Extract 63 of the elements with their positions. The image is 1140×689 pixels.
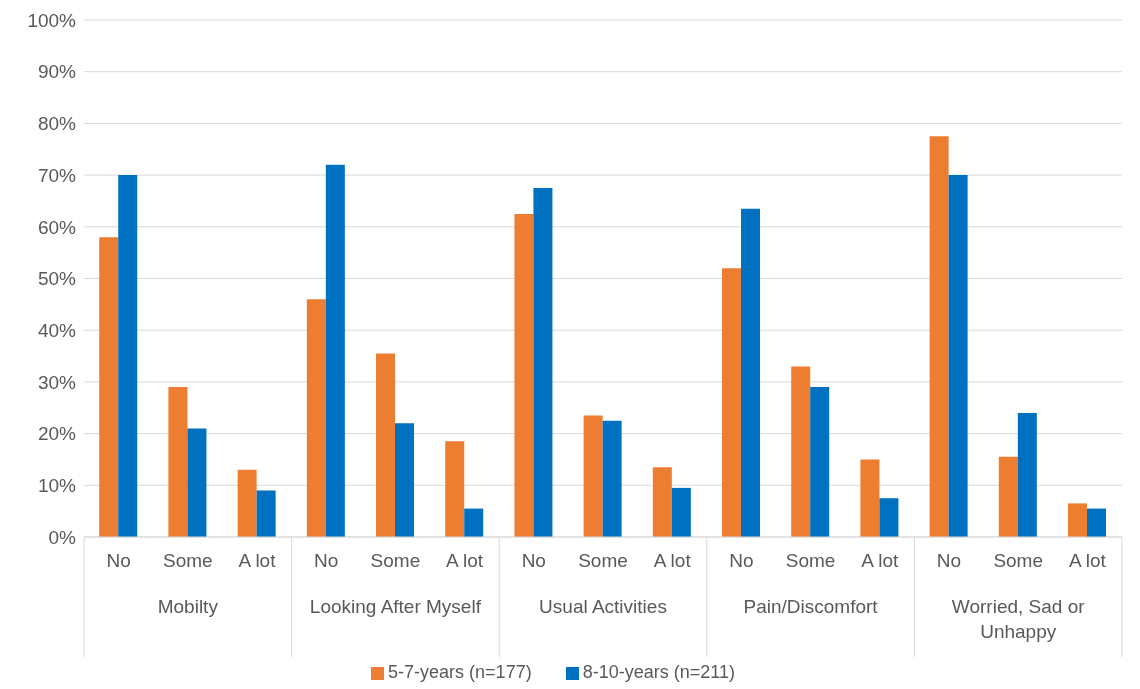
y-tick-label: 90%: [37, 61, 77, 83]
x-tick-label: Some: [162, 550, 213, 571]
x-tick-label: Some: [785, 550, 836, 571]
y-tick-label: 100%: [27, 9, 77, 31]
bar: [879, 498, 899, 537]
bar: [464, 508, 484, 537]
bar: [1087, 508, 1107, 537]
y-tick-label: 40%: [37, 319, 77, 341]
y-tick-label: 50%: [37, 268, 77, 290]
y-tick-label: 10%: [37, 475, 77, 497]
bar: [1017, 412, 1037, 537]
x-tick-label: No: [106, 550, 131, 571]
x-tick-label: No: [936, 550, 962, 571]
bar: [741, 208, 761, 537]
x-tick-label: A lot: [446, 550, 484, 571]
bar: [168, 387, 188, 537]
x-tick-label: A lot: [1068, 550, 1107, 571]
text: Pain/Discomfort: [743, 596, 879, 617]
x-tick-label: Some: [370, 550, 421, 571]
x-tick-label: A lot: [238, 550, 277, 571]
bar: [791, 366, 811, 537]
bar: [671, 487, 691, 537]
y-tick-label: 0%: [48, 526, 77, 548]
legend-label: 5-7-years (n=177): [388, 662, 532, 682]
bar: [929, 136, 949, 537]
y-tick-label: 30%: [37, 371, 77, 393]
x-tick-label: A lot: [861, 550, 899, 571]
bar: [256, 490, 276, 537]
bar: [118, 175, 138, 537]
bar: [722, 268, 742, 537]
bar: [306, 299, 326, 537]
text: Usual Activities: [539, 596, 667, 617]
bar: [325, 164, 345, 537]
y-tick-label: 70%: [37, 164, 77, 186]
x-tick-label: Some: [993, 550, 1044, 571]
bar: [395, 423, 415, 537]
x-tick-label: No: [314, 550, 339, 571]
x-tick-label: Some: [578, 550, 628, 571]
legend-label: 8-10-years (n=211): [582, 662, 735, 682]
bar: [376, 353, 396, 537]
text: Looking After Myself: [309, 596, 482, 617]
bar: [514, 213, 534, 537]
x-tick-label: A lot: [653, 550, 692, 571]
y-tick-label: 60%: [37, 216, 77, 238]
bar: [445, 441, 465, 537]
x-tick-label: No: [729, 550, 754, 571]
bar: [810, 387, 830, 537]
y-tick-label: 20%: [37, 423, 77, 445]
bar: [237, 469, 257, 537]
bar: [1068, 503, 1088, 537]
bar: [948, 175, 968, 537]
y-tick-label: 80%: [37, 113, 77, 135]
bar: [998, 456, 1018, 537]
bar: [860, 459, 880, 537]
bar: [602, 420, 622, 537]
text: Worried, Sad or Unhappy: [951, 596, 1086, 642]
bar: [99, 237, 119, 537]
bar: [187, 428, 207, 537]
x-tick-label: No: [521, 550, 546, 571]
text: Mobilty: [157, 596, 219, 617]
bar: [583, 415, 603, 537]
bar: [533, 188, 553, 537]
bar: [652, 467, 672, 537]
